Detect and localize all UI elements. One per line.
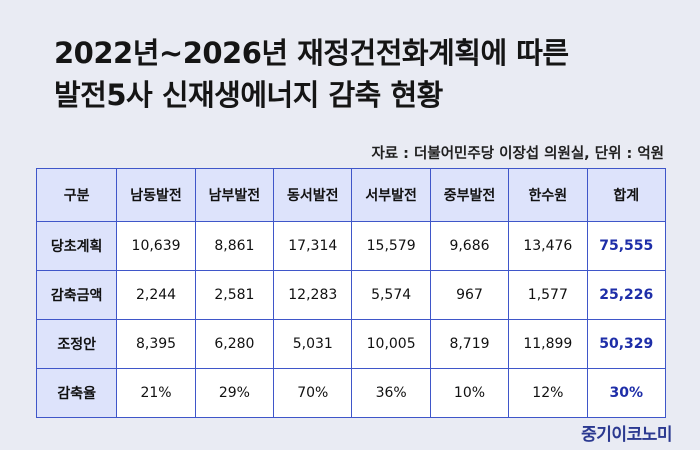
row-label: 당초계획 xyxy=(35,221,118,271)
table-cell: 11,899 xyxy=(508,319,588,369)
table-cell: 2,581 xyxy=(194,270,275,320)
header-dongseo: 동서발전 xyxy=(273,168,353,222)
table-cell: 8,719 xyxy=(429,319,510,369)
total-cell: 30% xyxy=(586,368,667,418)
table-cell: 29% xyxy=(194,368,275,418)
total-cell: 75,555 xyxy=(586,221,667,271)
table-cell: 36% xyxy=(351,368,431,418)
table-cell: 15,579 xyxy=(351,221,431,271)
table-cell: 13,476 xyxy=(508,221,588,271)
table-cell: 10,639 xyxy=(116,221,196,271)
table-cell: 70% xyxy=(273,368,353,418)
table-cell: 21% xyxy=(116,368,196,418)
header-namdong: 남동발전 xyxy=(116,168,196,222)
header-seobu: 서부발전 xyxy=(351,168,431,222)
title-line-1: 2022년~2026년 재정건전화계획에 따른 xyxy=(54,36,569,70)
row-label: 감축율 xyxy=(35,368,118,418)
table-header-row: 구분 남동발전 남부발전 동서발전 서부발전 중부발전 한수원 합계 xyxy=(35,168,667,222)
table-cell: 6,280 xyxy=(194,319,275,369)
header-category: 구분 xyxy=(35,168,118,222)
table-cell: 12% xyxy=(508,368,588,418)
data-table: 구분 남동발전 남부발전 동서발전 서부발전 중부발전 한수원 합계 당초계획 … xyxy=(35,168,667,418)
table-cell: 8,861 xyxy=(194,221,275,271)
table-cell: 1,577 xyxy=(508,270,588,320)
source-note: 자료 : 더불어민주당 이장섭 의원실, 단위 : 억원 xyxy=(371,146,664,162)
table-cell: 967 xyxy=(429,270,510,320)
table-cell: 5,574 xyxy=(351,270,431,320)
title-line-2: 발전5사 신재생에너지 감축 현황 xyxy=(54,78,443,112)
table-cell: 8,395 xyxy=(116,319,196,369)
table-cell: 10,005 xyxy=(351,319,431,369)
total-cell: 50,329 xyxy=(586,319,667,369)
table-cell: 2,244 xyxy=(116,270,196,320)
table-row: 조정안 8,395 6,280 5,031 10,005 8,719 11,89… xyxy=(35,319,667,369)
table-cell: 10% xyxy=(429,368,510,418)
table-row: 감축율 21% 29% 70% 36% 10% 12% 30% xyxy=(35,368,667,418)
table-cell: 5,031 xyxy=(273,319,353,369)
total-cell: 25,226 xyxy=(586,270,667,320)
header-jungbu: 중부발전 xyxy=(429,168,510,222)
table-cell: 12,283 xyxy=(273,270,353,320)
header-khnp: 한수원 xyxy=(508,168,588,222)
page-title: 2022년~2026년 재정건전화계획에 따른 발전5사 신재생에너지 감축 현… xyxy=(54,32,569,116)
header-total: 합계 xyxy=(586,168,667,222)
table-row: 감축금액 2,244 2,581 12,283 5,574 967 1,577 … xyxy=(35,270,667,320)
table-row: 당초계획 10,639 8,861 17,314 15,579 9,686 13… xyxy=(35,221,667,271)
table-cell: 17,314 xyxy=(273,221,353,271)
header-nambu: 남부발전 xyxy=(194,168,275,222)
row-label: 조정안 xyxy=(35,319,118,369)
brand-logo-text: 중기이코노미 xyxy=(581,425,672,445)
row-label: 감축금액 xyxy=(35,270,118,320)
table-cell: 9,686 xyxy=(429,221,510,271)
